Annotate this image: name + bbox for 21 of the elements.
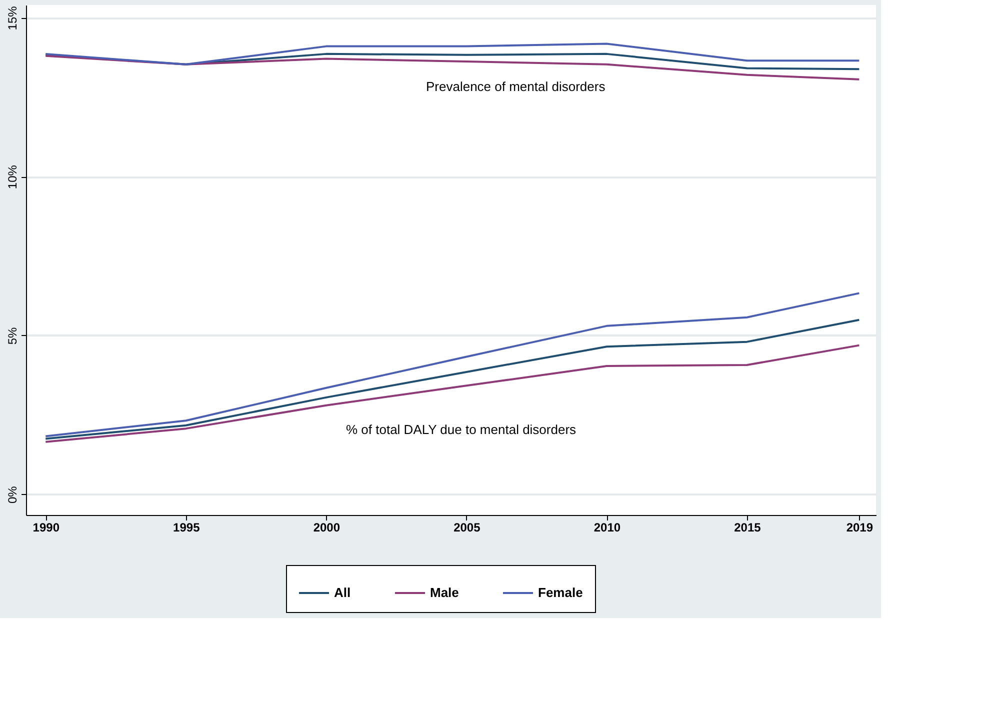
line-series (44, 344, 860, 443)
x-tick-label: 2005 (454, 520, 481, 534)
line-series (44, 54, 860, 80)
x-tick-label: 1995 (173, 520, 200, 534)
x-tick-label: 2010 (594, 520, 621, 534)
annotation: % of total DALY due to mental disorders (346, 422, 577, 437)
y-tick-label: 15% (6, 6, 20, 30)
line-series (44, 318, 860, 440)
x-tick-label: 2015 (734, 520, 762, 534)
legend-label: All (334, 585, 351, 600)
x-tick-label: 2019 (846, 520, 874, 534)
annotation: Prevalence of mental disorders (426, 79, 606, 94)
y-tick-label: 10% (6, 164, 20, 190)
x-tick-label: 2000 (313, 520, 340, 534)
x-tick-label: 1990 (32, 520, 60, 534)
legend-label: Male (430, 585, 459, 600)
y-tick-label: 0% (6, 486, 20, 504)
line-series (44, 292, 860, 438)
y-tick-label: 5% (6, 326, 20, 345)
line-series (44, 42, 860, 66)
legend-label: Female (538, 585, 583, 600)
